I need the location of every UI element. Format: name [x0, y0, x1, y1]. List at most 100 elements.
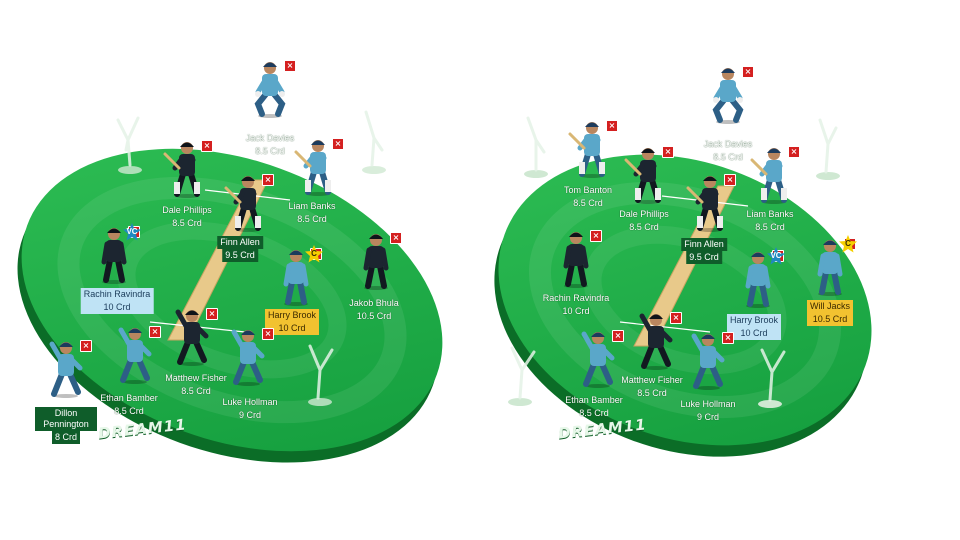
- player-name: Jakob Bhula: [349, 298, 399, 308]
- player-name: Rachin Ravindra: [542, 293, 610, 303]
- player-figure-jakob-bhula[interactable]: [344, 230, 408, 290]
- player-label-harry-brook: Harry Brook 10 Crd: [264, 309, 320, 335]
- remove-player-icon[interactable]: ×: [662, 146, 674, 158]
- remove-player-icon[interactable]: ×: [262, 174, 274, 186]
- captain-badge-icon: C: [305, 245, 323, 263]
- vice-captain-badge-icon: VC: [123, 223, 141, 241]
- remove-player-icon[interactable]: ×: [80, 340, 92, 352]
- player-name: Jack Davies: [245, 133, 295, 143]
- player-name: Matthew Fisher: [621, 375, 683, 385]
- player-label-jakob-bhula: Jakob Bhula 10.5 Crd: [346, 297, 402, 323]
- role-badge-text: C: [845, 239, 851, 248]
- player-name: Liam Banks: [288, 201, 336, 211]
- player-label-dale-phillips: Dale Phillips 8.5 Crd: [616, 208, 672, 234]
- player-label-ethan-bamber: Ethan Bamber 8.5 Crd: [562, 394, 626, 420]
- player-label-liam-banks: Liam Banks 8.5 Crd: [743, 208, 796, 234]
- player-figure-jack-davies[interactable]: [696, 64, 760, 124]
- player-name: Jack Davies: [703, 139, 753, 149]
- player-figure-luke-hollman[interactable]: [676, 330, 740, 390]
- ghost-fielder-icon: [116, 110, 384, 400]
- player-figure-dale-phillips[interactable]: [616, 144, 680, 204]
- role-badge-text: C: [311, 249, 317, 258]
- player-label-matthew-fisher: Matthew Fisher 8.5 Crd: [162, 372, 230, 398]
- player-figure-dale-phillips[interactable]: [155, 138, 219, 198]
- player-figure-liam-banks[interactable]: [742, 144, 806, 204]
- remove-player-icon[interactable]: ×: [670, 312, 682, 324]
- player-name: Harry Brook: [264, 309, 320, 322]
- remove-player-icon[interactable]: ×: [201, 140, 213, 152]
- player-figure-jack-davies[interactable]: [238, 58, 302, 118]
- remove-player-icon[interactable]: ×: [742, 66, 754, 78]
- cricket-ground-1: [17, 110, 443, 463]
- player-credits: 8.5 Crd: [573, 198, 603, 208]
- player-label-dale-phillips: Dale Phillips 8.5 Crd: [159, 204, 215, 230]
- player-credits: 10 Crd: [264, 322, 320, 335]
- player-figure-ethan-bamber[interactable]: [566, 328, 630, 388]
- player-figure-tom-banton[interactable]: [560, 118, 624, 178]
- player-label-luke-hollman: Luke Hollman 9 Crd: [677, 398, 738, 424]
- player-name: Finn Allen: [217, 236, 263, 249]
- player-credits: 8.5 Crd: [755, 222, 785, 232]
- player-figure-rachin-ravindra[interactable]: [544, 228, 608, 288]
- remove-player-icon[interactable]: ×: [606, 120, 618, 132]
- player-credits: 10 Crd: [726, 327, 782, 340]
- player-credits: 9 Crd: [696, 412, 719, 422]
- player-credits: 10.5 Crd: [807, 313, 853, 326]
- player-name: Harry Brook: [726, 314, 782, 327]
- role-badge-text: VC: [126, 227, 138, 236]
- player-credits: 10.5 Crd: [356, 311, 392, 321]
- player-credits: 10 Crd: [562, 306, 590, 316]
- player-credits: 10 Crd: [80, 301, 154, 314]
- player-name: Luke Hollman: [222, 397, 278, 407]
- fantasy-team-field-1: DREAM11 × Jack Davies 8.5 Crd × Dale Phillip…: [17, 58, 443, 463]
- player-label-will-jacks: Will Jacks 10.5 Crd: [807, 300, 853, 326]
- player-name: Rachin Ravindra: [80, 288, 154, 301]
- player-figure-luke-hollman[interactable]: [216, 326, 280, 386]
- player-label-ethan-bamber: Ethan Bamber 8.5 Crd: [97, 392, 161, 418]
- player-label-dillon-pennington: Dillon Pennington 8 Crd: [35, 407, 97, 444]
- remove-player-icon[interactable]: ×: [722, 332, 734, 344]
- player-figure-dillon-pennington[interactable]: [34, 338, 98, 398]
- captain-badge-icon: C: [839, 235, 857, 253]
- fantasy-team-field-2: DREAM11 × Jack Davies 8.5 Crd × Tom Banton 8.…: [480, 0, 960, 540]
- player-credits: 8 Crd: [51, 431, 80, 444]
- remove-player-icon[interactable]: ×: [206, 308, 218, 320]
- player-figure-matthew-fisher[interactable]: [160, 306, 224, 366]
- player-credits: 8.5 Crd: [114, 406, 144, 416]
- player-figure-will-jacks[interactable]: [798, 236, 862, 296]
- player-name: Finn Allen: [681, 238, 727, 251]
- player-name: Liam Banks: [746, 209, 794, 219]
- player-name: Ethan Bamber: [100, 393, 158, 403]
- remove-player-icon[interactable]: ×: [149, 326, 161, 338]
- player-credits: 8.5 Crd: [255, 146, 285, 156]
- player-credits: 8.5 Crd: [637, 388, 667, 398]
- player-figure-liam-banks[interactable]: [286, 136, 350, 196]
- remove-player-icon[interactable]: ×: [788, 146, 800, 158]
- player-name: Ethan Bamber: [565, 395, 623, 405]
- vice-captain-badge-icon: VC: [767, 247, 785, 265]
- player-name: Matthew Fisher: [165, 373, 227, 383]
- remove-player-icon[interactable]: ×: [612, 330, 624, 342]
- ghost-fielder-icon: [510, 116, 838, 402]
- player-figure-harry-brook[interactable]: [726, 248, 790, 308]
- remove-player-icon[interactable]: ×: [724, 174, 736, 186]
- remove-player-icon[interactable]: ×: [284, 60, 296, 72]
- player-figure-harry-brook[interactable]: [264, 246, 328, 306]
- player-credits: 8.5 Crd: [713, 152, 743, 162]
- player-figure-rachin-ravindra[interactable]: [82, 224, 146, 284]
- remove-player-icon[interactable]: ×: [590, 230, 602, 242]
- remove-player-icon[interactable]: ×: [332, 138, 344, 150]
- player-name: Tom Banton: [563, 185, 613, 195]
- player-figure-finn-allen[interactable]: [216, 172, 280, 232]
- player-label-rachin-ravindra: Rachin Ravindra 10 Crd: [540, 292, 613, 318]
- player-figure-matthew-fisher[interactable]: [624, 310, 688, 370]
- player-label-jack-davies: Jack Davies 8.5 Crd: [701, 138, 756, 164]
- player-figure-ethan-bamber[interactable]: [103, 324, 167, 384]
- remove-player-icon[interactable]: ×: [262, 328, 274, 340]
- player-label-rachin-ravindra: Rachin Ravindra 10 Crd: [80, 288, 154, 314]
- player-label-luke-hollman: Luke Hollman 9 Crd: [219, 396, 280, 422]
- role-badge-text: VC: [770, 251, 782, 260]
- player-label-tom-banton: Tom Banton 8.5 Crd: [561, 184, 615, 210]
- player-figure-finn-allen[interactable]: [678, 172, 742, 232]
- remove-player-icon[interactable]: ×: [390, 232, 402, 244]
